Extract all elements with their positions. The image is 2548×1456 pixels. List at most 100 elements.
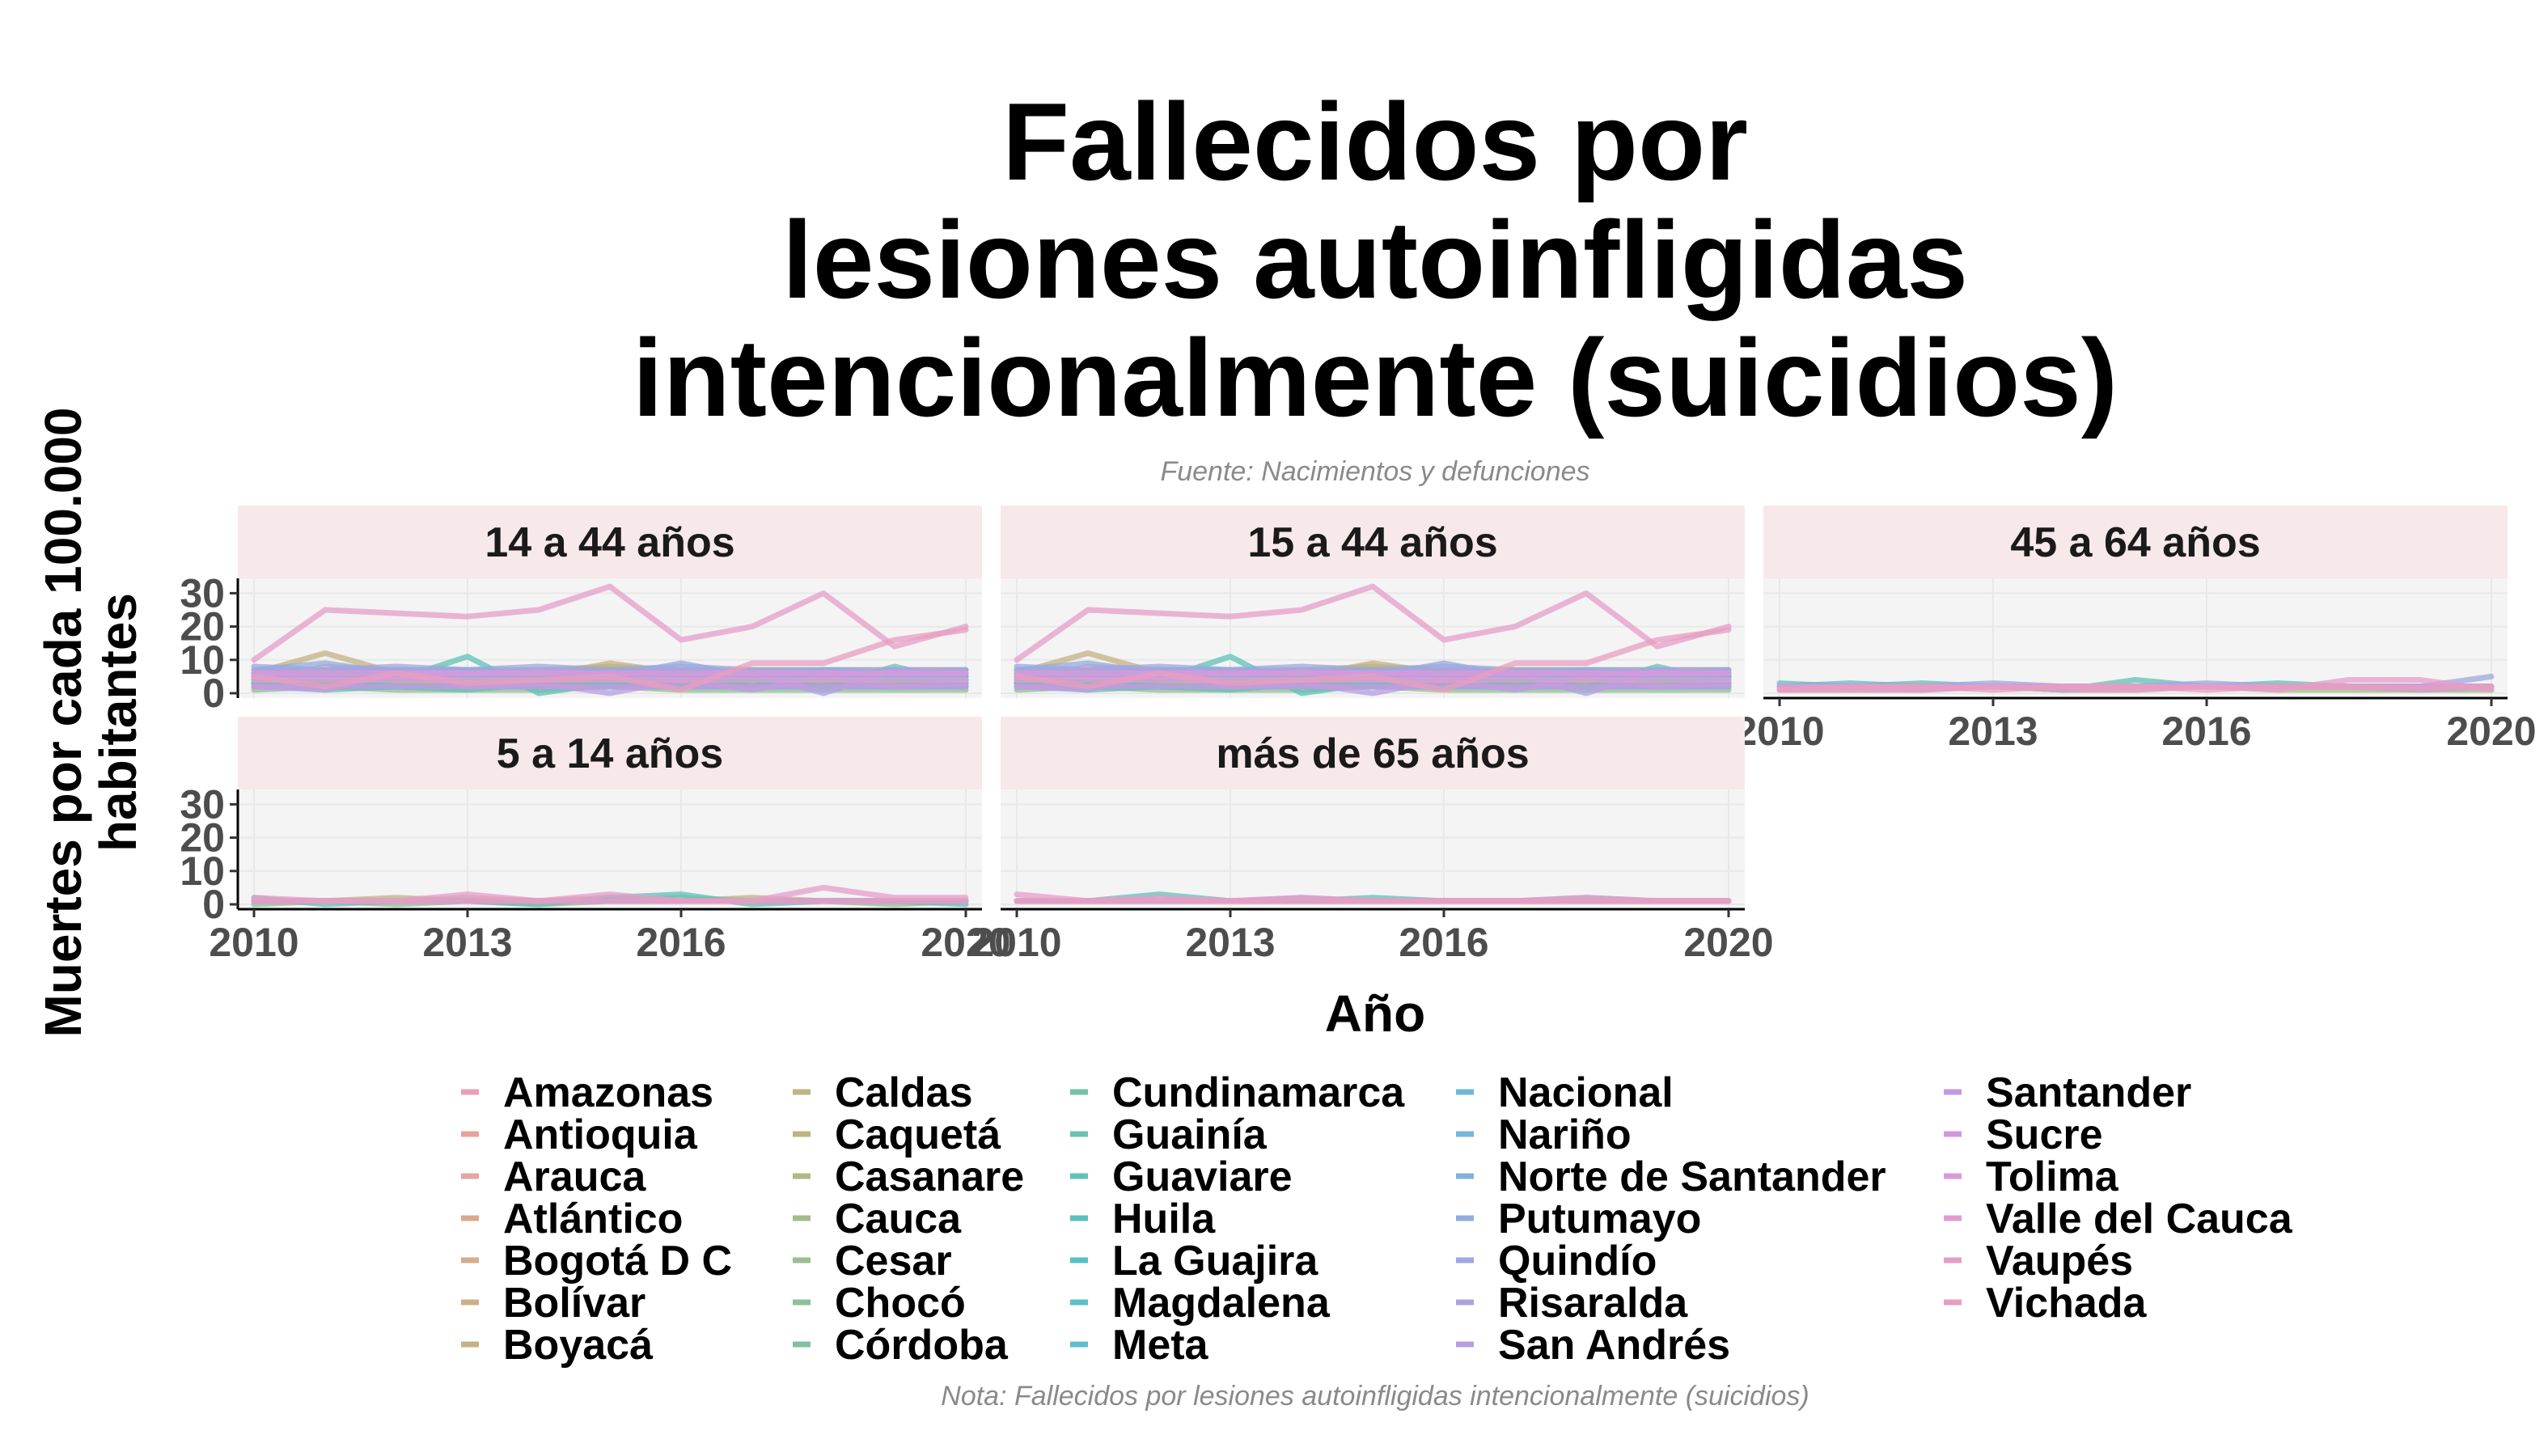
legend-item-valle-del-cauca: Valle del Cauca (1944, 1196, 2293, 1242)
x-axis-title: Año (1325, 984, 1425, 1043)
facet-15-a-44-anos: 15 a 44 años (1001, 506, 1745, 698)
legend-item-sucre: Sucre (1944, 1111, 2103, 1158)
legend-item-cordoba: Córdoba (793, 1322, 1009, 1369)
chart-caption: Nota: Fallecidos por lesiones autoinflig… (941, 1381, 1809, 1412)
legend-label: Risaralda (1498, 1280, 1688, 1327)
legend-item-bolivar: Bolívar (461, 1280, 645, 1327)
legend-label: Santander (1986, 1069, 2191, 1116)
legend-label: Meta (1112, 1322, 1209, 1369)
legend-label: Guaviare (1112, 1153, 1293, 1200)
legend-label: Caldas (835, 1069, 973, 1116)
x-tick-label: 2020 (921, 920, 1010, 965)
legend-label: Nacional (1498, 1069, 1674, 1116)
legend-item-huila: Huila (1070, 1196, 1216, 1242)
y-axis-title-line-2: habitantes (89, 593, 147, 852)
y-tick-label: 20 (180, 815, 225, 861)
legend-item-risaralda: Risaralda (1456, 1280, 1688, 1327)
chart-title-line-1: Fallecidos por (1002, 80, 1748, 203)
y-tick-label: 0 (202, 882, 225, 927)
legend-item-meta: Meta (1070, 1322, 1209, 1369)
x-tick-label: 2020 (1683, 920, 1773, 965)
x-tick-label: 2010 (971, 920, 1061, 965)
legend-label: Cesar (835, 1238, 952, 1285)
legend-label: Magdalena (1112, 1280, 1331, 1327)
legend-label: Chocó (835, 1280, 966, 1327)
legend-item-norte-de-santander: Norte de Santander (1456, 1153, 1886, 1200)
legend-item-guainia: Guainía (1070, 1111, 1268, 1158)
legend-item-cauca: Cauca (793, 1196, 962, 1242)
legend-item-san-andres: San Andrés (1456, 1322, 1730, 1369)
legend-label: Tolima (1986, 1153, 2119, 1200)
legend-label: Bogotá D C (503, 1238, 732, 1285)
legend-label: Quindío (1498, 1238, 1657, 1285)
facet-strip (1001, 717, 1745, 789)
legend-item-vaupes: Vaupés (1944, 1238, 2133, 1285)
legend-label: Antioquia (503, 1111, 698, 1158)
y-tick-label: 20 (180, 604, 225, 650)
legend-item-boyaca: Boyacá (461, 1322, 654, 1369)
y-axis-title-line-1: Muertes por cada 100.000 (34, 407, 92, 1037)
series-line-vaupes (1776, 677, 2495, 693)
y-tick-label: 0 (202, 671, 225, 716)
facet-strip (238, 506, 982, 578)
facet-strip (1001, 506, 1745, 578)
facet-strip-label: 45 a 64 años (2010, 519, 2260, 566)
y-tick-label: 30 (180, 570, 225, 616)
legend-item-narino: Nariño (1456, 1111, 1632, 1158)
series-line-vaupes (251, 583, 969, 663)
legend-item-bogota-d-c: Bogotá D C (461, 1238, 732, 1285)
x-tick-label: 2010 (1734, 709, 1824, 754)
series-line-vaupes (1014, 583, 1732, 663)
plot-panel (238, 789, 982, 909)
legend-item-santander: Santander (1944, 1069, 2191, 1116)
facet-45-a-64-anos: 45 a 64 años 2010 2013 2016 2020 (1734, 506, 2537, 754)
legend-label: Vichada (1986, 1280, 2148, 1327)
series-line-vichada (251, 627, 969, 693)
x-tick-label: 2016 (1399, 920, 1488, 965)
legend-item-vichada: Vichada (1944, 1280, 2148, 1327)
legend-item-quindio: Quindío (1456, 1238, 1657, 1285)
legend-label: La Guajira (1112, 1238, 1318, 1285)
legend-item-choco: Chocó (793, 1280, 966, 1327)
x-tick-label: 2010 (209, 920, 298, 965)
legend-item-antioquia: Antioquia (461, 1111, 698, 1158)
facet-strip (1763, 506, 2508, 578)
legend-item-caldas: Caldas (793, 1069, 973, 1116)
legend-label: Amazonas (503, 1069, 713, 1116)
legend-label: Guainía (1112, 1111, 1268, 1158)
series-line-vichada (1776, 684, 2495, 693)
y-tick-label: 10 (180, 849, 225, 894)
series-line-vichada (1014, 627, 1732, 693)
legend-item-cundinamarca: Cundinamarca (1070, 1069, 1405, 1116)
legend-label: Atlántico (503, 1196, 683, 1242)
legend-item-nacional: Nacional (1456, 1069, 1674, 1116)
legend-item-caqueta: Caquetá (793, 1111, 1001, 1158)
legend-label: Nariño (1498, 1111, 1632, 1158)
x-tick-label: 2013 (422, 920, 512, 965)
plot-panel (1001, 789, 1745, 909)
chart-subtitle: Fuente: Nacimientos y defunciones (1160, 456, 1589, 487)
legend-label: Córdoba (835, 1322, 1009, 1369)
legend-item-arauca: Arauca (461, 1153, 646, 1200)
legend-label: Arauca (503, 1153, 646, 1200)
legend-label: Bolívar (503, 1280, 645, 1327)
legend-item-tolima: Tolima (1944, 1153, 2119, 1200)
chart-title-line-3: intencionalmente (suicidios) (633, 316, 2118, 439)
legend-item-casanare: Casanare (793, 1153, 1024, 1200)
facet-mas-de-65-anos: más de 65 años 2010 2013 2016 2020 (971, 717, 1774, 965)
x-tick-label: 2020 (2446, 709, 2536, 754)
legend-label: Vaupés (1986, 1238, 2133, 1285)
facet-strip-label: 15 a 44 años (1247, 519, 1497, 566)
legend-label: Cundinamarca (1112, 1069, 1405, 1116)
legend-label: Norte de Santander (1498, 1153, 1886, 1200)
legend-label: Casanare (835, 1153, 1024, 1200)
legend-item-amazonas: Amazonas (461, 1069, 713, 1116)
legend-label: Huila (1112, 1196, 1216, 1242)
chart-title-line-2: lesiones autoinfligidas (782, 198, 1968, 321)
legend-label: Cauca (835, 1196, 962, 1242)
facet-strip (238, 717, 982, 789)
